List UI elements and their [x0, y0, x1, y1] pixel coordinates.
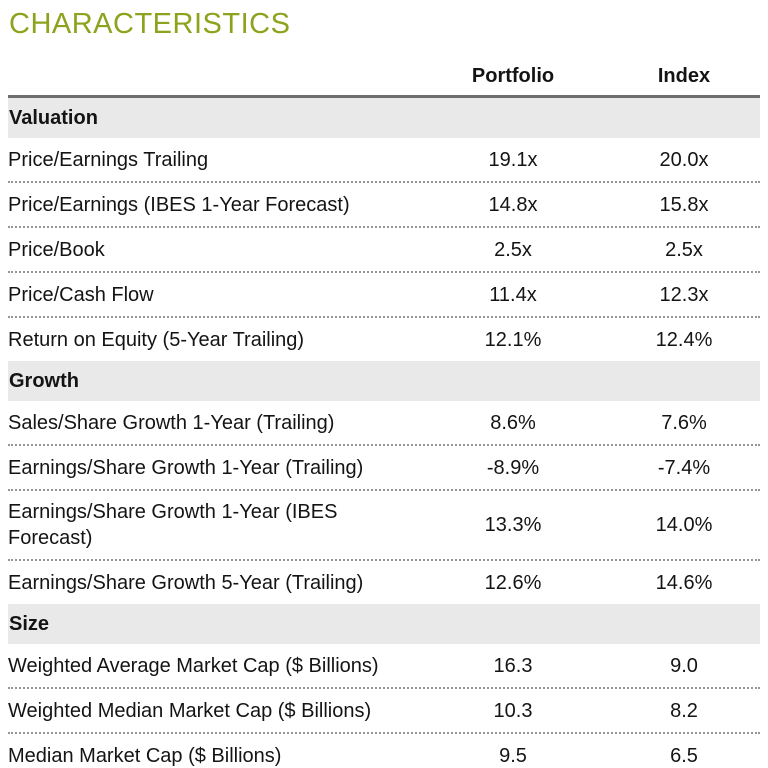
index-value: 6.5	[670, 744, 698, 767]
portfolio-value: 12.6%	[484, 571, 542, 594]
table-row: Price/Book 2.5x 2.5x	[8, 228, 760, 273]
section-header-size: Size	[8, 604, 760, 644]
table-row: Median Market Cap ($ Billions) 9.5 6.5	[8, 734, 760, 768]
row-label: Price/Cash Flow	[8, 283, 154, 306]
page-title: CHARACTERISTICS	[9, 8, 291, 40]
portfolio-value: 14.8x	[488, 193, 538, 216]
portfolio-value: 16.3	[493, 654, 533, 677]
index-value: 7.6%	[661, 411, 707, 434]
table-row: Weighted Average Market Cap ($ Billions)…	[8, 644, 760, 689]
portfolio-value: 8.6%	[490, 411, 536, 434]
portfolio-value: 12.1%	[484, 328, 542, 351]
portfolio-value: 19.1x	[488, 148, 538, 171]
table-row: Price/Cash Flow 11.4x 12.3x	[8, 273, 760, 318]
index-value: 14.0%	[655, 514, 713, 536]
column-header-portfolio: Portfolio	[471, 65, 555, 87]
section-header-valuation: Valuation	[8, 95, 760, 138]
portfolio-value: 9.5	[499, 744, 527, 767]
row-label: Earnings/Share Growth 5-Year (Trailing)	[8, 571, 364, 594]
index-value: 9.0	[670, 654, 698, 677]
row-label: Median Market Cap ($ Billions)	[8, 744, 282, 767]
index-value: -7.4%	[657, 456, 711, 479]
index-value: 14.6%	[655, 571, 713, 594]
table-row: Weighted Median Market Cap ($ Billions) …	[8, 689, 760, 734]
table-row: Return on Equity (5-Year Trailing) 12.1%…	[8, 318, 760, 361]
portfolio-value: -8.9%	[486, 456, 540, 479]
row-label: Earnings/Share Growth 1-Year (IBES Forec…	[8, 501, 338, 549]
row-label: Weighted Average Market Cap ($ Billions)	[8, 654, 379, 677]
row-label: Earnings/Share Growth 1-Year (Trailing)	[8, 456, 364, 479]
table-row: Earnings/Share Growth 1-Year (IBES Forec…	[8, 491, 760, 561]
row-label: Price/Book	[8, 238, 105, 261]
portfolio-value: 13.3%	[484, 514, 542, 536]
index-value: 20.0x	[659, 148, 709, 171]
row-label: Price/Earnings (IBES 1-Year Forecast)	[8, 193, 350, 216]
index-value: 8.2	[670, 699, 698, 722]
index-value: 12.4%	[655, 328, 713, 351]
index-value: 2.5x	[665, 238, 703, 261]
table-row: Sales/Share Growth 1-Year (Trailing) 8.6…	[8, 401, 760, 446]
portfolio-value: 10.3	[493, 699, 533, 722]
table-row: Price/Earnings (IBES 1-Year Forecast) 14…	[8, 183, 760, 228]
column-header-index: Index	[657, 65, 711, 87]
section-header-growth: Growth	[8, 361, 760, 401]
table-row: Price/Earnings Trailing 19.1x 20.0x	[8, 138, 760, 183]
row-label: Sales/Share Growth 1-Year (Trailing)	[8, 411, 335, 434]
table-row: Earnings/Share Growth 1-Year (Trailing) …	[8, 446, 760, 491]
row-label: Weighted Median Market Cap ($ Billions)	[8, 699, 372, 722]
row-label: Price/Earnings Trailing	[8, 148, 209, 171]
table-header-row: Portfolio Index	[8, 63, 760, 95]
index-value: 15.8x	[659, 193, 709, 216]
characteristics-table: Portfolio Index Valuation Price/Earnings…	[8, 63, 760, 768]
row-label: Return on Equity (5-Year Trailing)	[8, 328, 305, 351]
table-row: Earnings/Share Growth 5-Year (Trailing) …	[8, 561, 760, 604]
index-value: 12.3x	[659, 283, 709, 306]
portfolio-value: 11.4x	[489, 283, 537, 306]
portfolio-value: 2.5x	[494, 238, 532, 261]
